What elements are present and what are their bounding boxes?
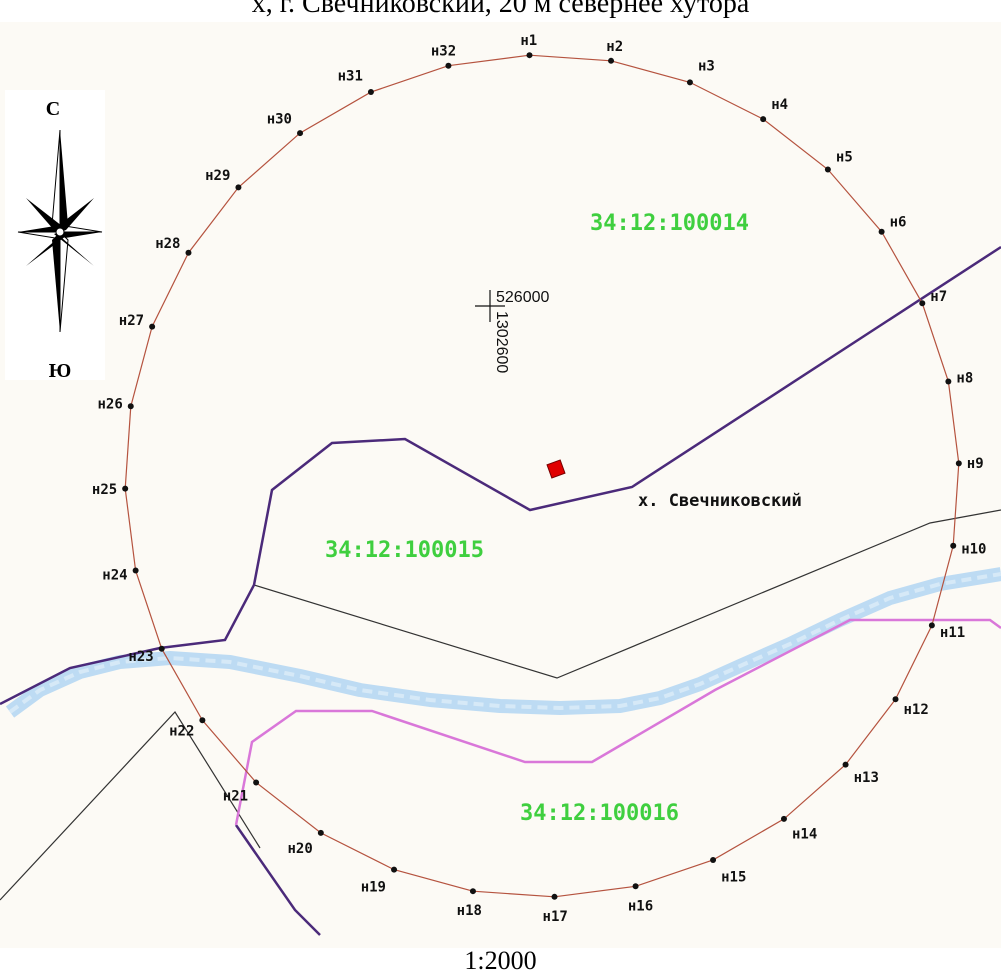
boundary-point-marker (132, 567, 139, 574)
boundary-point-label: н2 (606, 39, 623, 55)
settlement-boundary-south (234, 824, 321, 936)
boundary-point-label: н24 (102, 568, 127, 584)
boundary-point-marker (367, 89, 374, 96)
boundary-point-label: н9 (967, 456, 984, 472)
boundary-points: н1 н2 н3 н4 н5 н6 н7 н8 н9 н10 н11 н12 н13 н14 н15 н16 н… (92, 33, 987, 925)
boundary-point-label: н18 (457, 903, 482, 919)
boundary-point-label: н20 (288, 841, 313, 857)
boundary-point-marker (878, 228, 885, 235)
boundary-point-marker (945, 378, 952, 385)
boundary-point-marker (391, 866, 398, 873)
boundary-point-label: н6 (890, 214, 907, 230)
boundary-point-label: н19 (361, 879, 386, 895)
boundary-point-label: н32 (431, 44, 456, 60)
boundary-point-label: н22 (169, 724, 194, 740)
boundary-point-label: н8 (956, 371, 973, 387)
boundary-point-label: н14 (792, 827, 817, 843)
boundary-point-label: н30 (267, 112, 292, 128)
boundary-point-label: н1 (520, 33, 537, 49)
settlement-boundary (0, 245, 1001, 706)
boundary-point-label: н5 (836, 149, 853, 165)
boundary-point-marker (686, 79, 693, 86)
boundary-point-label: н10 (961, 542, 986, 558)
boundary-point-marker (928, 622, 935, 629)
boundary-point-marker (608, 57, 615, 64)
compass-south-label: Ю (49, 360, 72, 382)
quarter-boundary-line-south (0, 711, 261, 901)
boundary-point-label: н15 (721, 869, 746, 885)
boundary-point-marker (445, 62, 452, 69)
boundary-point-marker (842, 761, 849, 768)
boundary-point-label: н12 (904, 702, 929, 718)
boundary-point-marker (760, 116, 767, 123)
grid-cross-y: 1302600 (493, 311, 510, 373)
boundary-point-label: н4 (771, 97, 788, 113)
boundary-point-marker (158, 645, 165, 652)
boundary-point-marker (955, 460, 962, 467)
boundary-point-marker (919, 300, 926, 307)
boundary-point-marker (199, 717, 206, 724)
boundary-point-label: н27 (119, 313, 144, 329)
parcel-label-100016: 34:12:100016 (520, 801, 679, 826)
boundary-point-marker (297, 130, 304, 137)
place-label: х. Свечниковский (638, 491, 802, 511)
boundary-point-label: н16 (628, 898, 653, 914)
boundary-point-label: н21 (223, 789, 248, 805)
compass-rose-icon: С Ю (5, 90, 105, 382)
boundary-point-marker (710, 856, 717, 863)
boundary-point-label: н11 (940, 625, 965, 641)
boundary-point-marker (950, 542, 957, 549)
river-highlight (8, 572, 1001, 714)
boundary-point-marker (149, 323, 156, 330)
boundary-point-label: н31 (338, 69, 363, 85)
quarter-boundary-line (253, 509, 1001, 679)
object-marker (546, 459, 566, 479)
boundary-point-label: н17 (543, 909, 568, 925)
boundary-point-marker (127, 403, 134, 410)
grid-cross-x: 526000 (496, 289, 549, 306)
boundary-point-label: н23 (128, 649, 153, 665)
parcel-label-100014: 34:12:100014 (590, 211, 749, 236)
compass-north-label: С (46, 98, 60, 120)
boundary-point-marker (122, 485, 129, 492)
boundary-point-marker (235, 184, 242, 191)
boundary-point-label: н28 (155, 236, 180, 252)
boundary-point-label: н7 (930, 289, 947, 305)
boundary-point-marker (780, 815, 787, 822)
boundary-point-label: н13 (854, 770, 879, 786)
boundary-point-marker (317, 829, 324, 836)
boundary-point-label: н25 (92, 482, 117, 498)
boundary-point-label: н29 (205, 168, 230, 184)
boundary-point-marker (551, 893, 558, 900)
boundary-point-label: н3 (698, 59, 715, 75)
parcel-label-100015: 34:12:100015 (325, 538, 484, 563)
boundary-point-marker (824, 166, 831, 173)
boundary-point-marker (469, 888, 476, 895)
boundary-point-marker (892, 696, 899, 703)
boundary-point-marker (253, 779, 260, 786)
boundary-point-marker (526, 52, 533, 59)
boundary-point-marker (185, 249, 192, 256)
map-title: х, г. Свечниковский, 20 м севернее хутор… (251, 0, 750, 19)
parcel-boundary (234, 618, 1001, 826)
boundary-point-marker (632, 883, 639, 890)
boundary-point-label: н26 (98, 396, 123, 412)
map-scale: 1:2000 (464, 946, 537, 975)
